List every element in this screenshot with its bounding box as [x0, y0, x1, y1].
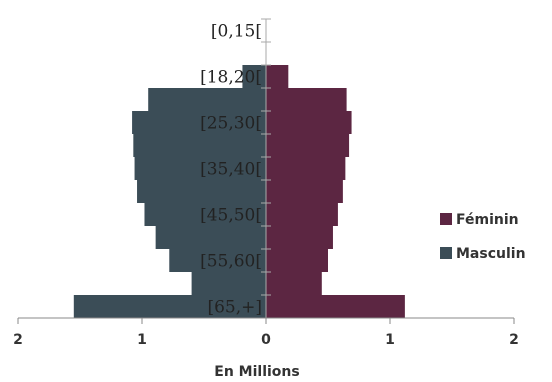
bar-feminin [266, 157, 346, 180]
bar-feminin [266, 249, 328, 272]
legend-item-masculin-swatch [440, 247, 452, 259]
x-tick-label: 1 [385, 332, 395, 348]
bar-feminin [266, 203, 338, 226]
series-masculin [73, 65, 266, 318]
bar-masculin [144, 203, 266, 226]
bar-masculin [137, 180, 266, 203]
legend: Féminin Masculin [440, 212, 526, 262]
bar-masculin [73, 295, 266, 318]
bar-feminin [266, 111, 352, 134]
bar-feminin [266, 88, 347, 111]
y-category-label: [65,+] [207, 298, 262, 318]
legend-item-masculin-label: Masculin [456, 246, 526, 262]
bar-masculin [134, 157, 266, 180]
x-tick-label: 2 [13, 332, 23, 348]
bar-feminin [266, 65, 289, 88]
bar-masculin [191, 272, 266, 295]
x-tick-label: 1 [137, 332, 147, 348]
y-category-label: [18,20[ [200, 68, 262, 88]
y-category-label: [35,40[ [200, 160, 262, 180]
bar-masculin [155, 226, 266, 249]
series-feminin [266, 65, 405, 318]
bar-feminin [266, 134, 350, 157]
legend-item-feminin-label: Féminin [456, 212, 519, 228]
x-tick-label: 2 [509, 332, 519, 348]
y-category-label: [0,15[ [211, 22, 262, 42]
y-category-label: [25,30[ [200, 114, 262, 134]
bar-masculin [148, 88, 266, 111]
y-category-label: [45,50[ [200, 206, 262, 226]
y-axis-labels: [65,+] [55,60[ [45,50[ [35,40[ [25,30[ [18,20… [200, 18, 271, 318]
bar-feminin [266, 226, 333, 249]
bar-masculin [132, 111, 266, 134]
bar-masculin [169, 249, 266, 272]
x-tick-label: 0 [261, 332, 271, 348]
x-axis-ticks: 2 1 0 1 2 [13, 318, 519, 348]
bar-masculin [242, 65, 266, 88]
bar-feminin [266, 272, 322, 295]
bar-feminin [266, 295, 405, 318]
legend-item-feminin-swatch [440, 213, 452, 225]
y-category-label: [55,60[ [200, 252, 262, 272]
bar-feminin [266, 180, 343, 203]
x-axis-title: En Millions [214, 364, 299, 380]
bar-masculin [133, 134, 266, 157]
